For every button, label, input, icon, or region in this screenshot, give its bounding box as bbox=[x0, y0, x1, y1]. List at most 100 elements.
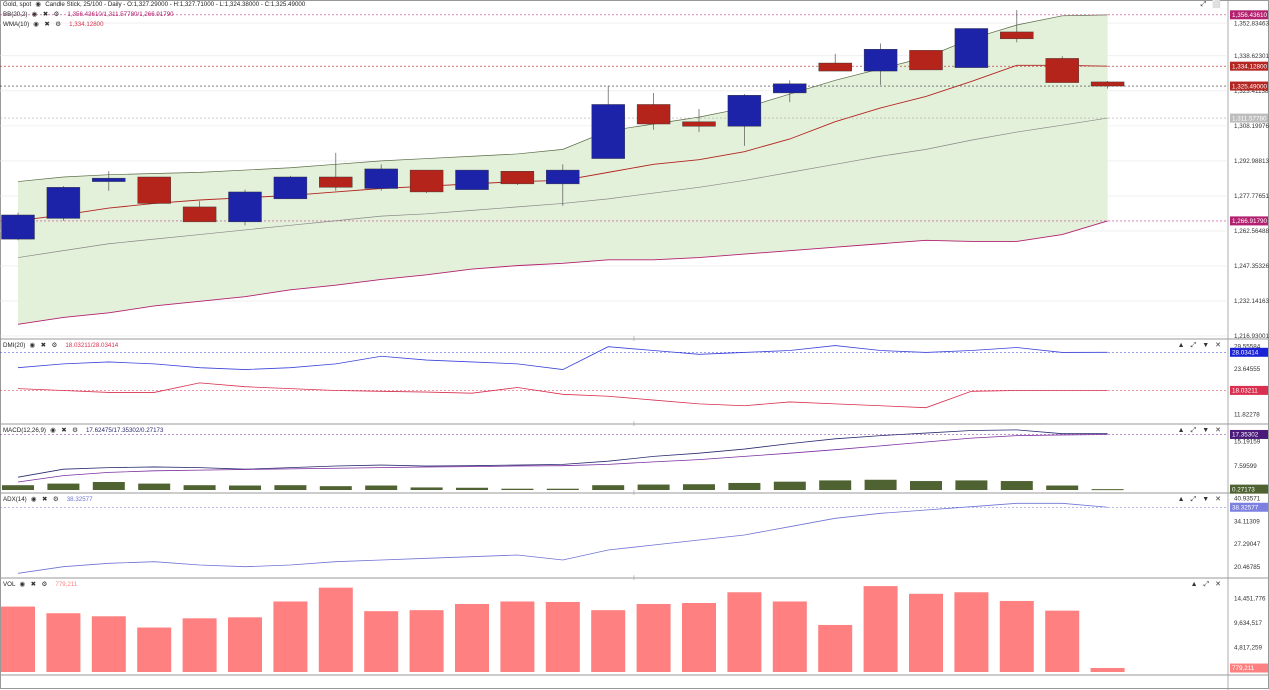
macd-histogram-bar bbox=[1000, 481, 1033, 490]
y-tick-label: 4,817,259 bbox=[1234, 645, 1263, 652]
close-pane-icon[interactable]: ✕ bbox=[1215, 496, 1221, 503]
candle-body bbox=[818, 62, 852, 72]
macd-histogram-bar bbox=[410, 487, 443, 490]
volume-bar bbox=[46, 613, 81, 672]
volume-bar bbox=[182, 618, 217, 672]
main-header: Gold, spot ◉ Candle Stick, 25/100 - Dail… bbox=[3, 0, 305, 10]
volume-bar bbox=[1045, 610, 1080, 672]
macd-histogram-bar bbox=[138, 483, 171, 490]
candle-body bbox=[46, 187, 81, 219]
volume-bar bbox=[91, 616, 126, 672]
close-icon[interactable]: ✖ bbox=[44, 21, 50, 28]
gear-icon[interactable]: ⚙ bbox=[53, 11, 60, 18]
candle-body bbox=[409, 169, 444, 193]
close-pane-icon[interactable]: ✕ bbox=[1215, 342, 1221, 349]
move-up-icon[interactable]: ▲ bbox=[1190, 581, 1198, 588]
adx-label: ADX(14) bbox=[3, 496, 27, 503]
expand-icon[interactable]: ⤢ bbox=[1203, 581, 1210, 588]
expand-icon[interactable]: ⤢ bbox=[1190, 496, 1197, 503]
macd-histogram-bar bbox=[592, 485, 625, 490]
y-tick-label: 9,634,517 bbox=[1234, 620, 1263, 627]
y-tick-label: 1,262.56488 bbox=[1234, 228, 1269, 235]
y-tick-label: 14,451,776 bbox=[1234, 595, 1266, 602]
gear-icon[interactable]: ⚙ bbox=[51, 342, 58, 349]
y-tick-label: 23.64555 bbox=[1234, 366, 1261, 373]
eye-icon[interactable]: ◉ bbox=[19, 581, 26, 588]
volume-bar bbox=[273, 601, 308, 672]
close-icon[interactable]: ✖ bbox=[30, 581, 37, 588]
dmi-values: 18.03211/28.03414 bbox=[65, 342, 119, 349]
gear-icon[interactable]: ⚙ bbox=[41, 581, 48, 588]
macd-histogram-bar bbox=[819, 480, 852, 490]
candle-body bbox=[773, 83, 807, 94]
eye-icon[interactable]: ◉ bbox=[31, 11, 38, 18]
macd-histogram-bar bbox=[365, 485, 398, 490]
macd-histogram-bar bbox=[546, 488, 579, 490]
move-down-icon[interactable]: ▼ bbox=[1202, 342, 1210, 349]
price-tag-bg bbox=[1230, 502, 1268, 512]
expand-icon[interactable]: ⤢ bbox=[1190, 342, 1197, 349]
macd-histogram-bar bbox=[229, 485, 261, 490]
volume-bar bbox=[999, 600, 1034, 672]
volume-bar bbox=[318, 587, 353, 672]
price-tag-label: 1,334.12800 bbox=[1232, 63, 1268, 70]
macd-signal-line bbox=[17, 434, 1108, 483]
vol-tag: 779,211 bbox=[1230, 663, 1268, 673]
macd-histogram-bar bbox=[501, 488, 534, 490]
bb-values: 1,356.43610/1,311.57780/1,266.91790 bbox=[67, 11, 174, 18]
gear-icon[interactable]: ⚙ bbox=[55, 21, 62, 28]
eye-icon[interactable]: ◉ bbox=[30, 496, 37, 503]
bb-lower-line bbox=[17, 220, 1108, 325]
move-down-icon[interactable]: ▼ bbox=[1202, 427, 1210, 434]
volume-bar bbox=[364, 611, 399, 672]
dmi-label: DMI(20) bbox=[3, 342, 26, 349]
candle-body bbox=[727, 95, 762, 127]
y-tick-label: 27.29047 bbox=[1234, 541, 1261, 548]
eye-icon[interactable]: ◉ bbox=[33, 21, 39, 28]
expand-icon[interactable]: ⤢ bbox=[1200, 1, 1207, 8]
volume-bar bbox=[137, 627, 172, 672]
dmi-header: DMI(20) ◉ ✖ ⚙ 18.03211/28.03414 bbox=[3, 341, 118, 351]
close-icon[interactable]: ✖ bbox=[40, 342, 47, 349]
close-icon[interactable]: ✖ bbox=[61, 427, 67, 434]
macd-histogram-bar bbox=[683, 484, 715, 490]
move-up-icon[interactable]: ▲ bbox=[1177, 496, 1185, 503]
close-pane-icon[interactable]: ✕ bbox=[1215, 427, 1221, 434]
pane-resize-handle[interactable]: ⁞ bbox=[633, 491, 635, 497]
macd-label: MACD(12,26,9) bbox=[3, 427, 46, 434]
eye-icon[interactable]: ◉ bbox=[29, 342, 36, 349]
eye-icon[interactable]: ◉ bbox=[35, 1, 42, 8]
price-tag: 1,334.12800 bbox=[1230, 61, 1268, 71]
price-tag-label: 28.03414 bbox=[1232, 349, 1259, 356]
candle-body bbox=[863, 48, 898, 72]
move-down-icon[interactable]: ▼ bbox=[1202, 496, 1210, 503]
close-pane-icon[interactable]: ✕ bbox=[1215, 581, 1221, 588]
pane-resize-handle[interactable]: ⁞ bbox=[633, 337, 635, 343]
gear-icon[interactable]: ⚙ bbox=[52, 496, 59, 503]
y-tick-label: 15.19159 bbox=[1234, 439, 1261, 446]
move-up-icon[interactable]: ▲ bbox=[1177, 427, 1185, 434]
dmi-pane-controls: ▲ ⤢ ▼ ✕ bbox=[1178, 341, 1221, 351]
close-icon[interactable]: ✖ bbox=[42, 496, 48, 503]
candle-body bbox=[1045, 58, 1079, 83]
move-up-icon[interactable]: ▲ bbox=[1177, 342, 1185, 349]
gear-icon[interactable]: ⚙ bbox=[72, 427, 78, 434]
pane-resize-handle[interactable]: ⁞ bbox=[633, 576, 635, 582]
macd-histogram-bar bbox=[319, 486, 352, 490]
expand-icon[interactable]: ⤢ bbox=[1190, 427, 1197, 434]
macd-histogram-bar bbox=[728, 482, 761, 490]
price-tag-bg bbox=[1230, 484, 1268, 494]
di-minus-line bbox=[17, 382, 1108, 409]
eye-icon[interactable]: ◉ bbox=[50, 427, 56, 434]
volume-bar bbox=[1090, 668, 1125, 672]
volume-bar bbox=[727, 592, 762, 672]
pane-resize-handle[interactable]: ⁞ bbox=[633, 422, 635, 428]
maximize-icon[interactable]: ⬜ bbox=[1212, 1, 1221, 8]
volume-bar bbox=[455, 604, 489, 672]
close-icon[interactable]: ✖ bbox=[42, 11, 49, 18]
macd-histogram-bar bbox=[910, 481, 942, 490]
macd-histogram-bar bbox=[637, 484, 670, 490]
price-tag-label: 0.27173 bbox=[1232, 486, 1255, 493]
price-tag-bg bbox=[1230, 61, 1268, 71]
